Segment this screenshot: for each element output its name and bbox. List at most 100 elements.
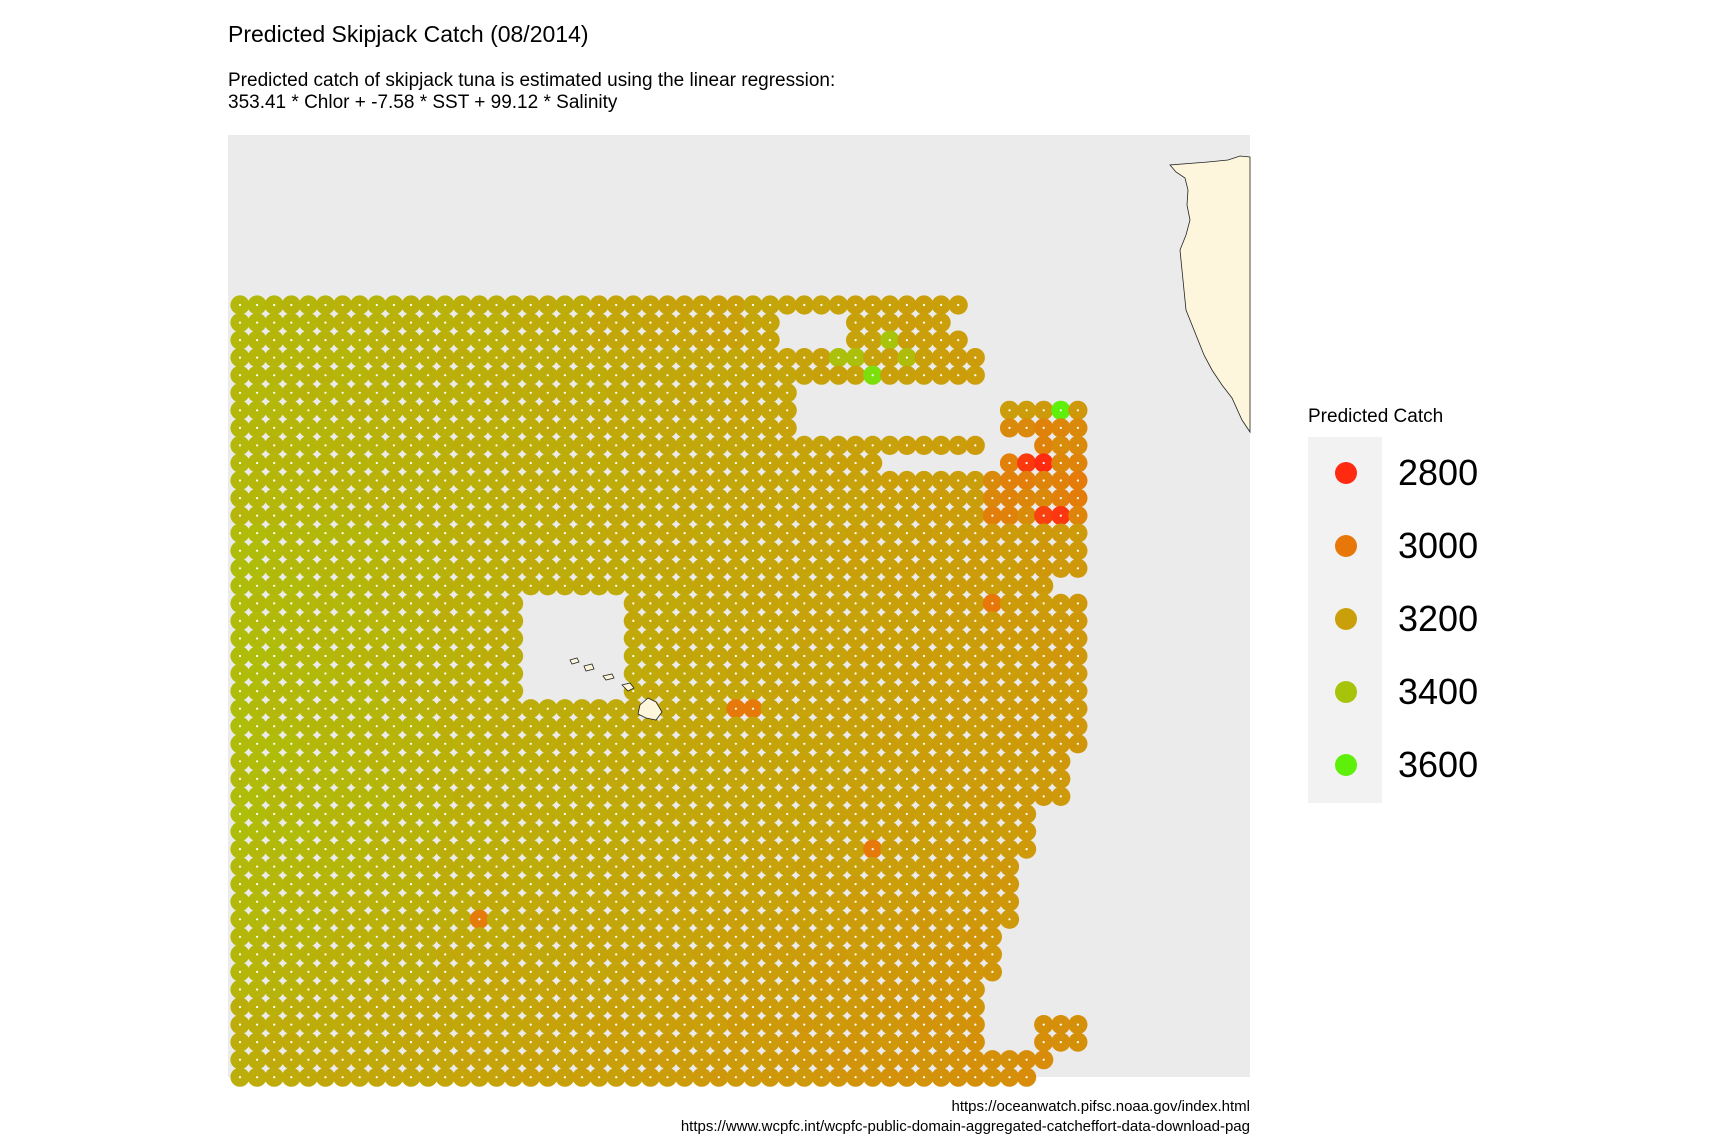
cell-center-dot [666, 777, 669, 781]
cell-center-dot [974, 760, 977, 763]
cell-center-dot [974, 988, 977, 991]
cell-center-dot [427, 883, 430, 886]
cell-center-dot [529, 918, 532, 921]
cell-center-dot [1059, 619, 1062, 623]
cell-center-dot [461, 707, 464, 710]
legend-label: 3400 [1398, 671, 1479, 712]
cell-center-dot [273, 953, 276, 956]
cell-center-dot [478, 690, 481, 693]
cell-center-dot [290, 848, 293, 851]
cell-center-dot [529, 549, 532, 552]
cell-center-dot [256, 918, 259, 921]
cell-center-dot [238, 707, 242, 710]
cell-center-dot [546, 479, 549, 482]
cell-center-dot [632, 830, 635, 833]
cell-center-dot [615, 426, 618, 429]
cell-center-dot [1008, 637, 1011, 640]
cell-center-dot [940, 672, 943, 675]
cell-center-dot [769, 900, 772, 903]
cell-center-dot [529, 339, 532, 342]
cell-center-dot [734, 900, 738, 903]
cell-center-dot [666, 619, 669, 623]
cell-center-dot [734, 461, 738, 465]
cell-center-dot [307, 725, 310, 728]
cell-center-dot [632, 1005, 635, 1009]
cell-center-dot [751, 725, 755, 728]
cell-center-dot [1059, 672, 1062, 675]
cell-center-dot [905, 707, 909, 710]
cell-center-dot [1042, 690, 1045, 693]
cell-center-dot [546, 918, 549, 921]
cell-center-dot [940, 584, 943, 587]
cell-center-dot [444, 567, 447, 570]
cell-center-dot [957, 1076, 960, 1079]
cell-center-dot [957, 619, 960, 623]
cell-center-dot [290, 760, 293, 763]
cell-center-dot [256, 514, 259, 517]
cell-center-dot [940, 356, 943, 359]
cell-center-dot [820, 830, 823, 833]
cell-center-dot [803, 760, 806, 763]
cell-center-dot [751, 654, 755, 658]
cell-center-dot [854, 918, 857, 921]
cell-center-dot [666, 970, 669, 974]
cell-center-dot [666, 883, 669, 886]
cell-center-dot [905, 584, 909, 587]
cell-center-dot [529, 795, 532, 798]
cell-center-dot [341, 1005, 344, 1009]
cell-center-dot [273, 900, 276, 903]
cell-center-dot [649, 760, 652, 763]
cell-center-dot [837, 549, 840, 552]
cell-center-dot [974, 1058, 977, 1061]
cell-center-dot [769, 742, 772, 745]
cell-center-dot [495, 619, 498, 623]
cell-center-dot [580, 935, 584, 938]
cell-center-dot [273, 988, 276, 991]
cell-center-dot [358, 479, 361, 482]
cell-center-dot [563, 321, 567, 324]
cell-center-dot [375, 795, 378, 798]
cell-center-dot [734, 321, 738, 324]
cell-center-dot [1008, 707, 1011, 710]
cell-center-dot [358, 795, 361, 798]
cell-center-dot [358, 970, 361, 974]
cell-center-dot [734, 409, 738, 412]
cell-center-dot [854, 549, 857, 552]
cell-center-dot [444, 742, 447, 745]
cell-center-dot [256, 970, 259, 974]
cell-center-dot [922, 637, 926, 640]
cell-center-dot [940, 321, 943, 324]
cell-center-dot [461, 672, 464, 675]
cell-center-dot [427, 654, 430, 658]
cell-center-dot [409, 970, 413, 974]
cell-center-dot [341, 303, 344, 307]
cell-center-dot [1042, 1058, 1045, 1061]
cell-center-dot [769, 1058, 772, 1061]
cell-center-dot [495, 602, 498, 605]
cell-center-dot [905, 865, 909, 868]
cell-center-dot [991, 777, 994, 781]
cell-center-dot [854, 532, 857, 535]
cell-center-dot [392, 1076, 395, 1079]
cell-center-dot [615, 339, 618, 342]
cell-center-dot [700, 742, 703, 745]
cell-center-dot [478, 339, 481, 342]
cell-center-dot [683, 900, 686, 903]
cell-center-dot [563, 742, 567, 745]
cell-center-dot [649, 1005, 652, 1009]
cell-center-dot [529, 953, 532, 956]
cell-center-dot [512, 303, 515, 307]
cell-center-dot [461, 1005, 464, 1009]
cell-center-dot [683, 795, 686, 798]
cell-center-dot [1042, 707, 1045, 710]
cell-center-dot [273, 497, 276, 500]
cell-center-dot [769, 1076, 772, 1079]
cell-center-dot [922, 742, 926, 745]
cell-center-dot [717, 497, 720, 500]
cell-center-dot [563, 830, 567, 833]
cell-center-dot [512, 479, 515, 482]
island-oahu [583, 663, 595, 672]
cell-center-dot [820, 1041, 823, 1044]
cell-center-dot [871, 760, 874, 763]
cell-center-dot [307, 1023, 310, 1026]
